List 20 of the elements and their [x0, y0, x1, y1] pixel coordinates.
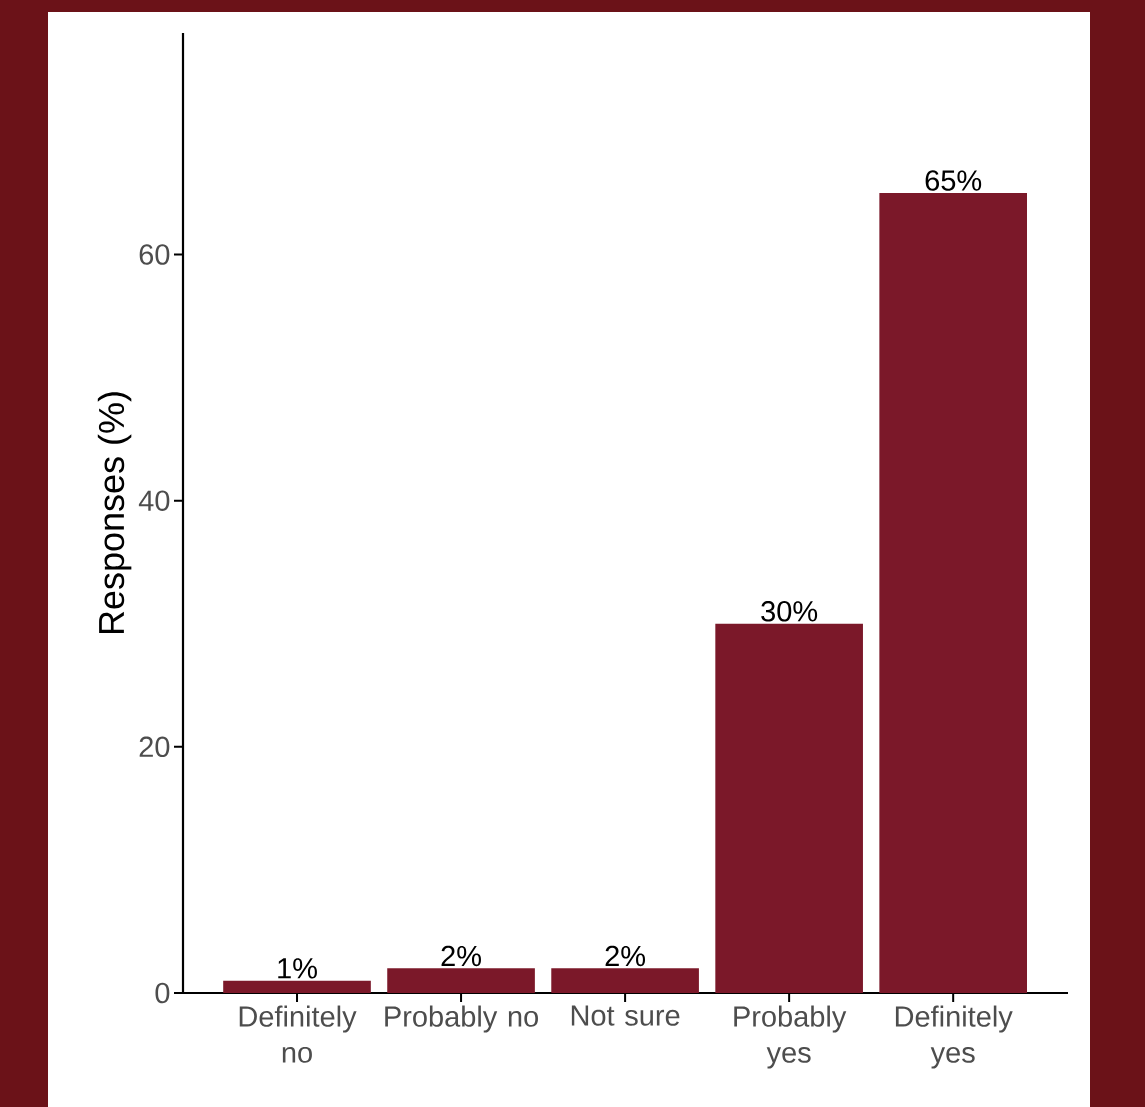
x-tick-label: Definitely yes [895, 1005, 1013, 1069]
x-tick-label: Probably no [385, 1005, 538, 1033]
data-label: 65% [925, 170, 982, 191]
y-tick-label: 60 [139, 244, 170, 265]
x-tick-label: Not sure [571, 1005, 680, 1026]
bar [715, 623, 863, 993]
data-label: 2% [605, 945, 646, 967]
bar [223, 980, 371, 993]
bar [551, 968, 699, 993]
x-tick-label: Probably yes [734, 1005, 847, 1069]
bar [879, 192, 1027, 993]
bar [387, 968, 535, 993]
data-label: 2% [441, 945, 481, 967]
y-tick-label: 20 [139, 736, 170, 758]
y-tick-label: 40 [138, 490, 170, 511]
y-axis-title: Responses (%) [97, 392, 132, 634]
data-label: 30% [761, 601, 818, 622]
x-tick-label: Definitely no [239, 1005, 357, 1063]
data-label: 1% [278, 958, 317, 979]
y-tick-label: 0 [155, 982, 170, 1004]
